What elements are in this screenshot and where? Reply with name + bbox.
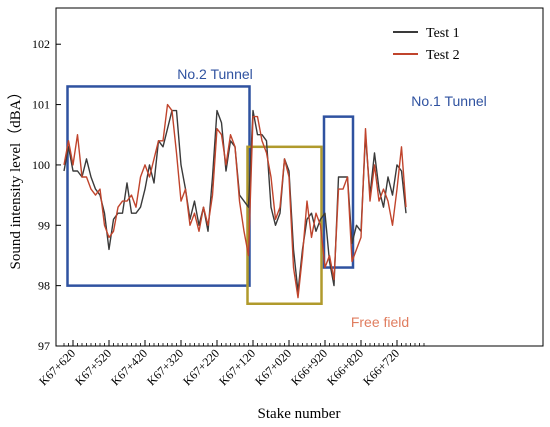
region-label: Free field: [351, 314, 409, 330]
y-axis: 97 98 99 100 101 102: [32, 37, 61, 353]
y-tick-label: 101: [32, 98, 50, 112]
x-tick-label: K67+520: [72, 346, 114, 388]
y-tick-label: 98: [38, 279, 50, 293]
x-tick-label: K67+120: [216, 346, 258, 388]
series-lines: [63, 103, 407, 299]
x-tick-label: K67+220: [180, 346, 222, 388]
x-tick-label: K67+320: [144, 346, 186, 388]
region-label: No.1 Tunnel: [411, 93, 487, 109]
region-box: [322, 115, 355, 269]
x-tick-label: K67+420: [108, 346, 150, 388]
x-tick-label: K66+720: [360, 346, 402, 388]
region-label: No.2 Tunnel: [177, 66, 253, 82]
y-tick-label: 99: [38, 218, 50, 232]
y-tick-label: 100: [32, 158, 50, 172]
legend-label: Test 2: [426, 48, 460, 63]
plot-frame: [55, 7, 544, 347]
series-line-2: [63, 103, 407, 299]
x-tick-label: K66+920: [288, 346, 330, 388]
region-boxes: [66, 85, 355, 305]
region-box: [246, 145, 323, 305]
y-axis-title: Sound intensity level（dBA）: [7, 85, 24, 270]
x-tick-label: K66+820: [324, 346, 366, 388]
region-labels: No.2 Tunnel Free field No.1 Tunnel: [177, 66, 487, 330]
y-tick-label: 102: [32, 37, 50, 51]
legend: Test 1 Test 2: [393, 26, 460, 63]
y-tick-label: 97: [38, 339, 50, 353]
x-axis: K67+620K67+520K67+420K67+320K67+220K67+1…: [36, 340, 425, 388]
x-axis-title: Stake number: [258, 406, 341, 422]
series-line-1: [63, 109, 407, 293]
legend-label: Test 1: [426, 26, 460, 41]
x-tick-label: K67+020: [252, 346, 294, 388]
